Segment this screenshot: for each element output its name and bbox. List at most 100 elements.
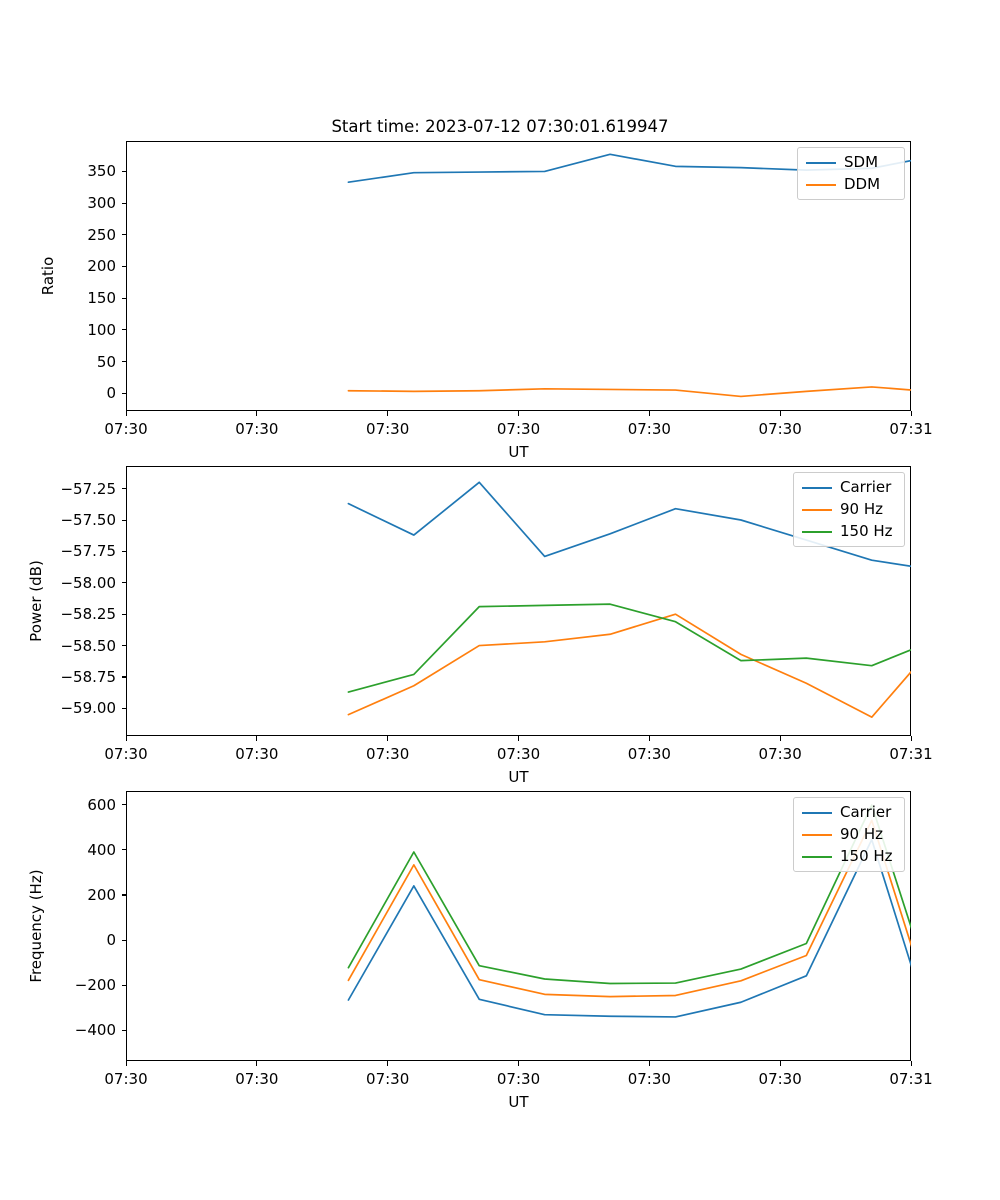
power-plot-xtick-mark — [256, 736, 258, 741]
ratio-plot-ytick-mark — [121, 202, 126, 204]
ratio-plot-ytick-label: 150 — [87, 289, 116, 308]
frequency-plot-xtick-label: 07:30 — [627, 1070, 671, 1088]
frequency-plot-ytick-mark — [121, 939, 126, 941]
frequency-plot-xtick-label: 07:30 — [366, 1070, 410, 1088]
power-plot-series-line — [347, 603, 911, 693]
frequency-plot-ytick-mark — [121, 1029, 126, 1032]
power-plot-xtick-mark — [648, 736, 650, 741]
frequency-plot-ytick-label: 200 — [87, 885, 116, 904]
power-plot-xlabel: UT — [508, 768, 529, 786]
frequency-plot-xtick-mark — [910, 1061, 912, 1066]
power-plot-ytick-mark — [121, 707, 126, 709]
ratio-plot-ytick-mark — [121, 297, 126, 299]
frequency-plot-xtick-mark — [779, 1061, 781, 1066]
power-plot-xtick-label: 07:30 — [366, 745, 410, 763]
power-plot-ytick-label: −57.25 — [60, 479, 116, 498]
ratio-plot-legend: SDM DDM — [797, 147, 905, 200]
frequency-plot-legend-swatch-icon — [802, 855, 832, 858]
frequency-plot-legend-item[interactable]: 90 Hz — [802, 826, 896, 843]
power-plot-ytick-label: −58.50 — [60, 636, 116, 655]
ratio-plot-xtick-label: 07:30 — [627, 420, 671, 438]
power-plot-legend-label: 90 Hz — [840, 500, 884, 518]
power-plot-xtick-label: 07:30 — [104, 745, 148, 763]
ratio-plot-ytick-mark — [121, 234, 126, 236]
power-plot-legend-swatch-icon — [802, 530, 832, 533]
power-plot-legend: Carrier 90 Hz 150 Hz — [793, 472, 905, 547]
frequency-plot-legend: Carrier 90 Hz 150 Hz — [793, 797, 905, 872]
power-plot-ytick-mark — [121, 550, 126, 552]
frequency-plot-legend-swatch-icon — [802, 811, 832, 814]
ratio-plot-xtick-label: 07:30 — [104, 420, 148, 438]
power-plot-series-line — [347, 481, 911, 568]
power-plot-xtick-mark — [387, 736, 389, 741]
power-plot-legend-swatch-icon — [802, 486, 832, 489]
frequency-plot-xtick-label: 07:30 — [235, 1070, 279, 1088]
frequency-plot-xtick-mark — [256, 1061, 258, 1066]
ratio-plot-legend-item[interactable]: DDM — [806, 176, 896, 193]
frequency-plot-xtick-label: 07:30 — [104, 1070, 148, 1088]
power-plot-series-line — [347, 613, 911, 719]
frequency-plot-legend-item[interactable]: 150 Hz — [802, 848, 896, 865]
ratio-plot-ytick-mark — [121, 329, 126, 331]
power-plot-ytick-label: −58.75 — [60, 667, 116, 686]
ratio-plot-xlabel: UT — [508, 443, 529, 461]
frequency-plot-xlabel: UT — [508, 1093, 529, 1111]
ratio-plot-legend-label: DDM — [844, 175, 881, 193]
power-plot-xtick-label: 07:30 — [758, 745, 802, 763]
ratio-plot-legend-item[interactable]: SDM — [806, 154, 896, 171]
power-plot-legend-item[interactable]: 90 Hz — [802, 501, 896, 518]
power-plot-xtick-mark — [779, 736, 781, 741]
ratio-plot-ytick-label: 0 — [106, 384, 116, 403]
frequency-plot-ytick-label: −200 — [74, 976, 116, 995]
ratio-plot-ytick-label: 50 — [96, 352, 116, 371]
frequency-plot-series-line — [347, 819, 911, 998]
ratio-plot-xtick-mark — [387, 411, 389, 416]
ratio-plot-ytick-mark — [121, 392, 126, 394]
ratio-plot-ytick-mark — [121, 265, 126, 268]
ratio-plot-ytick-label: 350 — [87, 162, 116, 181]
frequency-plot-xtick-label: 07:30 — [496, 1070, 541, 1088]
power-plot-ytick-mark — [121, 613, 126, 615]
power-plot-ytick-mark — [121, 519, 126, 521]
frequency-plot-xtick-mark — [648, 1061, 650, 1066]
ratio-plot-xtick-label: 07:30 — [366, 420, 410, 438]
power-plot-ytick-mark — [121, 676, 126, 678]
frequency-plot-ytick-label: 400 — [87, 840, 116, 859]
ratio-plot-ytick-mark — [121, 361, 126, 363]
frequency-plot-series-line — [347, 838, 911, 1018]
power-plot-ytick-label: −57.75 — [60, 542, 116, 561]
page-title: Start time: 2023-07-12 07:30:01.619947 — [331, 117, 669, 136]
power-plot-legend-item[interactable]: Carrier — [802, 479, 896, 496]
power-plot-ytick-mark — [121, 645, 126, 647]
power-plot-xtick-mark — [125, 736, 127, 741]
ratio-plot-xtick-mark — [518, 411, 520, 416]
frequency-plot-legend-item[interactable]: Carrier — [802, 804, 896, 821]
frequency-plot-legend-label: 150 Hz — [840, 847, 893, 865]
ratio-plot-ytick-mark — [121, 170, 126, 173]
ratio-plot-xtick-mark — [910, 411, 912, 416]
power-plot-xtick-label: 07:30 — [627, 745, 671, 763]
ratio-plot-xtick-label: 07:30 — [758, 420, 802, 438]
ratio-plot-legend-swatch-icon — [806, 183, 836, 186]
frequency-plot-ytick-mark — [121, 849, 126, 851]
power-plot-legend-item[interactable]: 150 Hz — [802, 523, 896, 540]
power-plot-xtick-mark — [910, 736, 912, 741]
ratio-plot-axes-frame — [126, 141, 911, 411]
power-plot-ytick-mark — [121, 582, 126, 584]
frequency-plot-ytick-mark — [121, 984, 126, 986]
power-plot-legend-swatch-icon — [802, 508, 832, 511]
power-plot-ytick-label: −58.00 — [60, 573, 116, 592]
ratio-plot-xtick-label: 07:31 — [889, 420, 933, 438]
power-plot-xtick-label: 07:31 — [889, 745, 933, 763]
frequency-plot-series-line — [347, 804, 911, 985]
ratio-plot-xtick-mark — [779, 411, 781, 416]
frequency-plot-xtick-label: 07:31 — [889, 1070, 933, 1088]
ratio-plot-xtick-label: 07:30 — [235, 420, 279, 438]
power-plot-legend-label: 150 Hz — [840, 522, 893, 540]
ratio-plot-legend-swatch-icon — [806, 161, 836, 164]
